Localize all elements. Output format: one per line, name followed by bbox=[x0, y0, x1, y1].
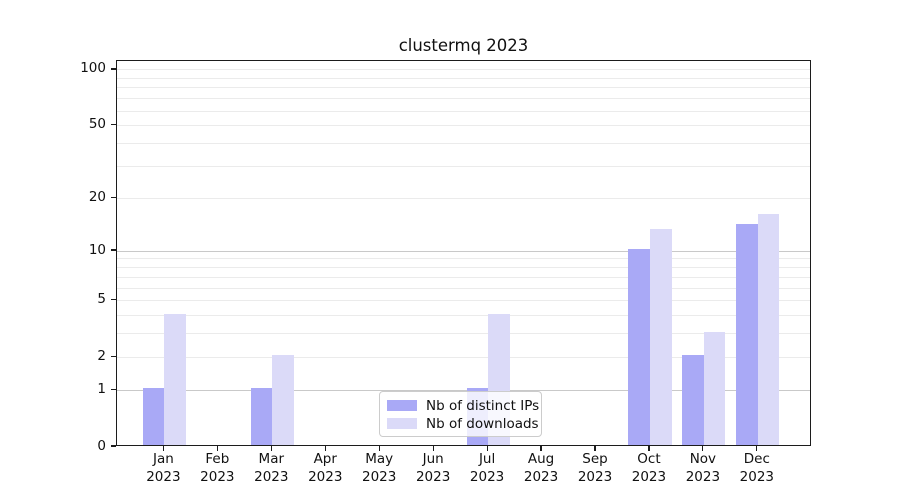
bar-downloads bbox=[272, 355, 294, 445]
chart-title: clustermq 2023 bbox=[398, 36, 529, 55]
gridline-minor bbox=[117, 315, 810, 316]
gridlines-layer bbox=[117, 61, 810, 445]
x-tick-label: Apr 2023 bbox=[308, 451, 343, 485]
gridline-minor bbox=[117, 266, 810, 268]
y-tick-label: 100 bbox=[80, 60, 106, 77]
y-tick-mark bbox=[111, 388, 116, 390]
plot-area bbox=[116, 60, 811, 446]
gridline-minor bbox=[117, 110, 810, 112]
gridline-minor bbox=[117, 125, 810, 127]
bar-downloads bbox=[649, 229, 672, 445]
gridline-minor bbox=[117, 287, 810, 289]
y-tick-mark bbox=[111, 299, 116, 301]
x-tick-label: Jan 2023 bbox=[146, 451, 181, 485]
y-tick-mark bbox=[111, 68, 116, 70]
y-tick-label: 1 bbox=[97, 380, 106, 397]
gridline-minor bbox=[117, 143, 810, 145]
gridline-minor bbox=[117, 356, 810, 358]
x-tick-mark bbox=[540, 446, 542, 451]
bar-downloads bbox=[703, 331, 726, 445]
legend-item-distinct-ips: Nb of distinct IPs bbox=[387, 397, 539, 414]
x-tick-label: Aug 2023 bbox=[523, 451, 559, 485]
x-tick-mark bbox=[216, 446, 218, 451]
y-tick-label: 0 bbox=[97, 437, 106, 454]
y-tick-label: 50 bbox=[88, 116, 106, 133]
gridline-minor bbox=[117, 69, 810, 71]
bar-distinct-ips bbox=[250, 388, 273, 445]
x-tick-label: Dec 2023 bbox=[739, 451, 775, 485]
x-tick-mark bbox=[432, 446, 434, 451]
legend-label-distinct-ips: Nb of distinct IPs bbox=[426, 397, 540, 414]
gridline-minor bbox=[117, 87, 810, 89]
bar-distinct-ips bbox=[142, 388, 165, 445]
x-tick-mark bbox=[486, 446, 488, 451]
x-tick-mark bbox=[324, 446, 326, 451]
gridline-minor bbox=[117, 165, 810, 167]
bar-distinct-ips bbox=[736, 223, 758, 445]
bar-downloads bbox=[164, 313, 186, 445]
x-tick-label: Jul 2023 bbox=[469, 451, 505, 485]
x-tick-label: May 2023 bbox=[362, 451, 397, 485]
x-tick-label: Nov 2023 bbox=[685, 451, 721, 485]
x-tick-label: Jun 2023 bbox=[415, 451, 451, 485]
y-tick-label: 10 bbox=[88, 241, 106, 258]
y-tick-label: 2 bbox=[97, 347, 106, 364]
y-tick-label: 5 bbox=[97, 291, 106, 308]
gridline-minor bbox=[117, 258, 810, 260]
gridline-major bbox=[117, 250, 810, 252]
bar-downloads bbox=[757, 213, 780, 445]
gridline-minor bbox=[117, 333, 810, 335]
y-tick-mark bbox=[111, 249, 116, 251]
legend-swatch-distinct-ips bbox=[387, 400, 417, 411]
bars-layer bbox=[117, 61, 810, 445]
x-tick-label: Oct 2023 bbox=[631, 451, 667, 485]
gridline-major bbox=[117, 389, 810, 391]
gridline-minor bbox=[117, 197, 810, 199]
bar-distinct-ips bbox=[682, 355, 704, 445]
gridline-minor bbox=[117, 77, 810, 79]
x-tick-mark bbox=[162, 446, 164, 451]
legend-item-downloads: Nb of downloads bbox=[387, 415, 539, 432]
x-tick-label: Feb 2023 bbox=[200, 451, 235, 485]
gridline-minor bbox=[117, 98, 810, 100]
x-tick-mark bbox=[756, 446, 758, 451]
gridline-minor bbox=[117, 300, 810, 302]
x-tick-mark bbox=[648, 446, 650, 451]
x-tick-mark bbox=[702, 446, 704, 451]
x-tick-label: Mar 2023 bbox=[254, 451, 289, 485]
x-tick-mark bbox=[378, 446, 380, 451]
bar-distinct-ips bbox=[628, 249, 650, 445]
gridline-minor bbox=[117, 276, 810, 278]
y-tick-mark bbox=[111, 124, 116, 126]
x-tick-label: Sep 2023 bbox=[577, 451, 613, 485]
legend: Nb of distinct IPs Nb of downloads bbox=[379, 391, 542, 437]
legend-label-downloads: Nb of downloads bbox=[426, 415, 539, 432]
y-tick-mark bbox=[111, 355, 116, 357]
y-tick-mark bbox=[111, 196, 116, 198]
x-tick-mark bbox=[270, 446, 272, 451]
x-tick-mark bbox=[594, 446, 596, 451]
legend-swatch-downloads bbox=[387, 418, 417, 429]
y-tick-label: 20 bbox=[88, 188, 106, 205]
y-tick-mark bbox=[111, 445, 116, 447]
